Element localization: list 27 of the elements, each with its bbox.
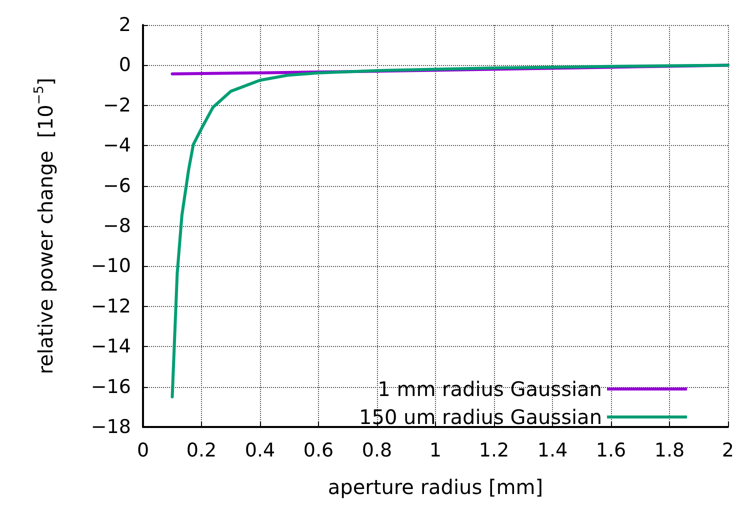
x-axis-title: aperture radius [mm]: [328, 475, 544, 499]
y-tick-label: −18: [90, 416, 131, 438]
x-tick-label: 1.6: [596, 440, 626, 462]
x-tick-label: 0: [136, 440, 150, 462]
x-tick-label: 1.4: [537, 440, 568, 462]
y-axis-title: relative power change [10−5]: [32, 78, 58, 374]
y-tick-label: 2: [118, 14, 131, 36]
y-tick-label: −16: [90, 376, 131, 398]
x-tick-label: 0.2: [186, 440, 217, 462]
legend-label: 1 mm radius Gaussian: [378, 377, 602, 401]
line-series: [170, 64, 730, 398]
y-tick-label: 0: [118, 54, 131, 76]
y-tick-label: −4: [102, 134, 131, 157]
y-tick-label: −6: [102, 174, 131, 197]
x-tick-label: 0.8: [362, 440, 392, 462]
x-tick-label: 1: [429, 440, 442, 462]
x-tick-label: 2: [722, 440, 734, 462]
x-tick-label: 1.2: [478, 440, 510, 462]
y-tick-label: −14: [90, 336, 131, 358]
y-tick-label: −2: [102, 94, 131, 116]
legend-label: 150 um radius Gaussian: [359, 405, 602, 429]
y-tick-label: −8: [102, 215, 131, 237]
y-tick-label: −10: [90, 255, 131, 278]
x-tick-label: 0.4: [244, 440, 276, 462]
y-tick-label: −12: [90, 295, 131, 318]
x-tick-label: 0.6: [303, 440, 334, 462]
x-tick-label: 1.8: [654, 440, 685, 462]
